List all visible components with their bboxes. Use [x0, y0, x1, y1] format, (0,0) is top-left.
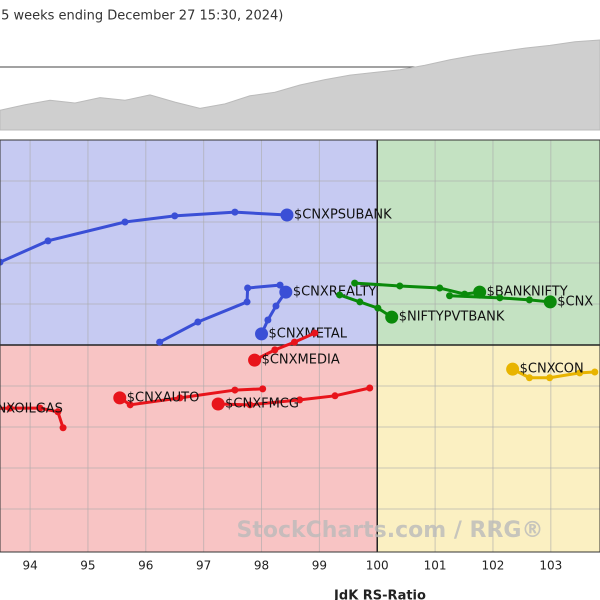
tail-point [336, 291, 344, 299]
series-label: $CNXAUTO [127, 390, 200, 405]
tail-line [253, 331, 316, 362]
series-label: $CNXPSUBANK [294, 208, 392, 223]
tail-point [374, 304, 382, 312]
tail-point [59, 424, 67, 432]
tail-line [339, 293, 393, 319]
quadrant-lagging [0, 344, 378, 552]
tail-point [194, 318, 202, 326]
tail-head [113, 391, 127, 405]
tail-point [54, 408, 62, 416]
quadrant-improving [0, 140, 378, 345]
x-tick-label: 101 [424, 559, 447, 573]
tail-point [156, 338, 164, 346]
x-tick-label: 94 [22, 559, 37, 573]
x-tick-label: 102 [482, 559, 505, 573]
tail-point [121, 218, 129, 226]
tail-point [272, 302, 280, 310]
subtitle: (5 weeks ending December 27 15:30, 2024) [0, 9, 283, 24]
tail-point [259, 385, 267, 393]
tail-point [331, 392, 339, 400]
x-tick-label: 98 [254, 559, 269, 573]
tail-point [396, 282, 404, 290]
tail-point [126, 401, 134, 409]
grid [0, 140, 600, 552]
watermark: StockCharts.com / RRG® [237, 518, 544, 543]
quadrant-leading [377, 140, 600, 345]
series-label: $CNXFMCG [225, 397, 299, 412]
series-label: $CNXREALTY [293, 285, 377, 300]
tail-head [248, 353, 262, 367]
tail-point [36, 404, 44, 412]
plot-border [0, 139, 600, 553]
x-tick-label: 103 [539, 559, 562, 573]
x-axis-label: JdK RS-Ratio [333, 589, 426, 600]
tails: $CNXPSUBANK $CNXREALTY $CNXMETAL $CNXMEDIA $… [0, 208, 599, 432]
tail-line [0, 210, 288, 264]
x-tick-label: 100 [366, 559, 389, 573]
series-label: $CNXCON [520, 362, 584, 377]
tail-point [246, 401, 254, 409]
tail-point [244, 284, 252, 292]
tail-point [366, 384, 374, 392]
x-tick-label: 99 [312, 559, 327, 573]
series-label: $CNXMEDIA [262, 353, 340, 368]
x-tick-label: 95 [80, 559, 95, 573]
tail-point [6, 404, 14, 412]
tail-point [525, 296, 533, 304]
tail-point [591, 368, 599, 376]
tail-point [231, 208, 239, 216]
tail-point [446, 292, 454, 300]
tail-point [496, 294, 504, 302]
tail-line [260, 293, 286, 335]
tail-point [171, 212, 179, 220]
tail-point [351, 279, 359, 287]
tail-point [264, 316, 272, 324]
tail-point [243, 298, 251, 306]
quadrant-weakening [377, 344, 600, 552]
x-tick-label: 97 [196, 559, 211, 573]
tail-point [271, 346, 279, 354]
tail-point [231, 386, 239, 394]
tail-head [211, 397, 225, 411]
tail-point [436, 284, 444, 292]
tail-point [276, 281, 284, 289]
header-panel: (5 weeks ending December 27 15:30, 2024) [0, 9, 600, 131]
tail-point [176, 394, 184, 402]
tail-line [449, 294, 551, 304]
tail-point [576, 369, 584, 377]
tail-head [255, 327, 269, 341]
tail-point [44, 237, 52, 245]
tail-head [280, 208, 294, 222]
tail-point [280, 290, 288, 298]
series-label: $CNXOILGAS [0, 401, 63, 416]
series-label: $CNX [557, 294, 593, 309]
tail-head [473, 285, 487, 299]
tail-head [385, 310, 399, 324]
tail-point [311, 329, 319, 337]
tail-head [506, 362, 520, 376]
tail-point [296, 396, 304, 404]
x-tick-label: 96 [138, 559, 153, 573]
tail-point [546, 374, 554, 382]
benchmark-area [0, 39, 600, 131]
tail-head [543, 295, 557, 309]
tail-point [356, 298, 364, 306]
series-label: $BANKNIFTY [487, 285, 568, 300]
series-label: $NIFTYPVTBANK [399, 310, 505, 325]
quadrants [0, 140, 600, 552]
tail-point [525, 374, 533, 382]
tail-point [0, 258, 4, 266]
tail-point [291, 338, 299, 346]
series-label: $CNXMETAL [269, 326, 348, 341]
